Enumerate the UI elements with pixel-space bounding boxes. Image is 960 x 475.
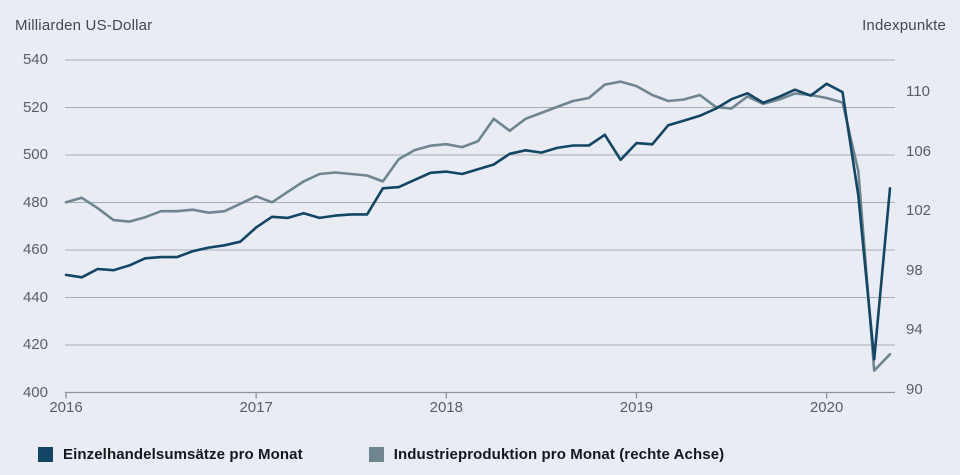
y-axis-tick-label: 460 <box>22 241 48 258</box>
industrial-series-label: Industrieproduktion pro Monat (rechte Ac… <box>393 446 725 463</box>
y2-axis-tick-label: 106 <box>906 142 932 160</box>
y2-axis-tick-label: 98 <box>906 261 923 279</box>
y-axis-tick-label: 500 <box>22 146 48 163</box>
y-axis-tick-label: 440 <box>22 288 48 306</box>
right-axis-title: Indexpunkte <box>862 17 946 34</box>
retail-series-label: Einzelhandelsumsätze pro Monat <box>63 446 303 463</box>
gridlines <box>65 59 895 346</box>
y-axis-tick-label: 520 <box>22 98 48 116</box>
y2-axis-tick-label: 110 <box>906 83 930 101</box>
legend: Einzelhandelsumsätze pro Monat Industrie… <box>38 446 724 463</box>
x-axis <box>65 391 895 399</box>
y-axis-tick-label: 540 <box>22 51 48 68</box>
industrial-series-swatch <box>368 447 384 462</box>
industrial-production-line <box>64 80 892 372</box>
y2-axis-tick-label: 102 <box>906 202 932 220</box>
x-axis-tick-label: 2018 <box>429 399 463 416</box>
x-axis-tick-label: 2020 <box>809 399 844 416</box>
y-axis-tick-label: 400 <box>22 383 48 401</box>
legend-item-industrial: Industrieproduktion pro Monat (rechte Ac… <box>368 446 725 463</box>
y-axis-tick-label: 420 <box>22 336 48 353</box>
x-axis-tick-label: 2019 <box>619 399 654 416</box>
x-axis-tick-label: 2017 <box>239 399 273 416</box>
x-axis-tick-label: 2016 <box>49 399 83 416</box>
y2-axis-tick-label: 94 <box>906 321 923 339</box>
series-lines <box>64 80 892 372</box>
left-axis-title: Milliarden US-Dollar <box>15 17 153 34</box>
y-axis-tick-label: 480 <box>22 193 48 211</box>
legend-item-retail: Einzelhandelsumsätze pro Monat <box>38 446 303 463</box>
y2-axis-tick-label: 90 <box>906 380 923 398</box>
retail-sales-line <box>64 82 892 361</box>
retail-series-swatch <box>38 447 53 462</box>
